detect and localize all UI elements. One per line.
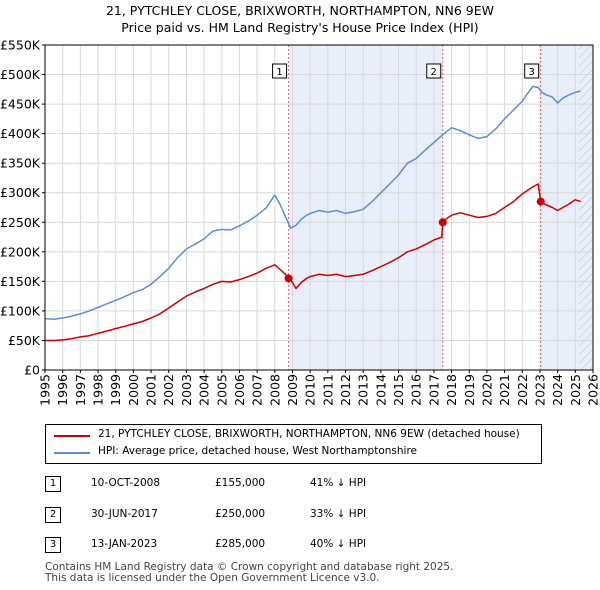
sale-number-label: 3 xyxy=(528,67,534,78)
transaction-price: £250,000 xyxy=(215,508,266,520)
x-tick-label: 2003 xyxy=(179,374,194,406)
x-tick-label: 2017 xyxy=(426,374,441,406)
chart-legend: 21, PYTCHLEY CLOSE, BRIXWORTH, NORTHAMPT… xyxy=(45,424,542,464)
transaction-price: £285,000 xyxy=(215,538,266,550)
x-tick-label: 2020 xyxy=(479,374,494,406)
x-tick-label: 2019 xyxy=(462,374,477,406)
x-tick-label: 2001 xyxy=(144,374,159,406)
x-tick-label: 2009 xyxy=(285,374,300,406)
x-tick-label: 2021 xyxy=(497,374,512,406)
property-line-swatch xyxy=(54,435,90,437)
x-tick-label: 2016 xyxy=(409,374,424,406)
x-tick-label: 1996 xyxy=(55,374,70,406)
y-tick-label: £350K xyxy=(0,156,41,171)
footer-copyright: Contains HM Land Registry data © Crown c… xyxy=(45,561,454,573)
hpi-line-swatch xyxy=(54,452,90,454)
y-tick-label: £50K xyxy=(8,333,41,348)
chart-subtitle: Price paid vs. HM Land Registry's House … xyxy=(121,20,479,35)
sale-number-box xyxy=(272,63,288,79)
footer-notice: Contains HM Land Registry data © Crown c… xyxy=(45,562,453,584)
legend-label-hpi: HPI: Average price, detached house, West… xyxy=(98,445,417,457)
x-tick-label: 2012 xyxy=(338,374,353,406)
transaction-date: 30-JUN-2017 xyxy=(91,508,158,520)
x-tick-label: 2024 xyxy=(550,374,565,406)
sale-number-label: 2 xyxy=(431,67,437,78)
x-tick-label: 2026 xyxy=(586,374,600,406)
x-tick-label: 2023 xyxy=(532,374,547,406)
transaction-number: 3 xyxy=(45,537,61,553)
transaction-date: 10-OCT-2008 xyxy=(91,477,160,489)
sale-number-box xyxy=(524,63,540,79)
y-tick-label: £500K xyxy=(0,67,41,82)
sale-point xyxy=(536,197,545,206)
y-tick-label: £200K xyxy=(0,244,41,259)
x-tick-label: 2002 xyxy=(161,374,176,406)
y-tick-label: £250K xyxy=(0,215,41,230)
x-tick-label: 1995 xyxy=(38,374,53,406)
y-tick-label: £550K xyxy=(0,38,41,53)
hpi-series-line xyxy=(45,85,581,320)
footer-licence: This data is licensed under the Open Gov… xyxy=(45,572,380,584)
x-tick-label: 2004 xyxy=(197,374,212,406)
transaction-date: 13-JAN-2023 xyxy=(91,538,158,550)
x-tick-label: 2000 xyxy=(126,374,141,406)
price-chart: 1 2 3 £0 £50K £100K £150K £200K £250K £300K £350K… xyxy=(0,38,600,406)
x-tick-label: 2007 xyxy=(250,374,265,406)
transaction-hpi-diff: 40% ↓ HPI xyxy=(310,538,367,550)
x-tick-label: 2015 xyxy=(391,374,406,406)
y-tick-label: £0 xyxy=(24,363,40,378)
x-tick-label: 2018 xyxy=(444,374,459,406)
sale-number-label: 1 xyxy=(276,67,282,78)
transaction-number: 2 xyxy=(45,507,61,523)
y-tick-label: £450K xyxy=(0,97,41,112)
x-tick-label: 2025 xyxy=(568,374,583,406)
x-tick-label: 1998 xyxy=(91,374,106,406)
x-tick-label: 2014 xyxy=(373,374,388,406)
forecast-hatch xyxy=(578,45,593,370)
y-tick-label: £150K xyxy=(0,274,41,289)
x-tick-label: 2008 xyxy=(267,374,282,406)
x-tick-label: 2005 xyxy=(214,374,229,406)
x-tick-label: 1997 xyxy=(73,374,88,406)
transaction-hpi-diff: 41% ↓ HPI xyxy=(310,477,367,489)
plot-frame xyxy=(44,44,594,371)
transaction-price: £155,000 xyxy=(215,477,266,489)
x-tick-label: 2010 xyxy=(303,374,318,406)
transaction-number: 1 xyxy=(45,476,61,492)
y-tick-label: £400K xyxy=(0,126,41,141)
x-tick-label: 2022 xyxy=(515,374,530,406)
legend-label-property: 21, PYTCHLEY CLOSE, BRIXWORTH, NORTHAMPT… xyxy=(98,428,520,440)
x-tick-label: 2013 xyxy=(356,374,371,406)
y-tick-label: £300K xyxy=(0,185,41,200)
chart-title: 21, PYTCHLEY CLOSE, BRIXWORTH, NORTHAMPT… xyxy=(105,3,495,18)
x-tick-label: 1999 xyxy=(108,374,123,406)
y-tick-label: £100K xyxy=(0,303,41,318)
x-tick-label: 2011 xyxy=(320,374,335,406)
sale-point xyxy=(284,274,293,283)
sale-number-box xyxy=(426,63,442,79)
sale-point xyxy=(438,218,447,227)
transaction-hpi-diff: 33% ↓ HPI xyxy=(310,508,367,520)
x-tick-label: 2006 xyxy=(232,374,247,406)
property-series-line xyxy=(45,183,581,342)
